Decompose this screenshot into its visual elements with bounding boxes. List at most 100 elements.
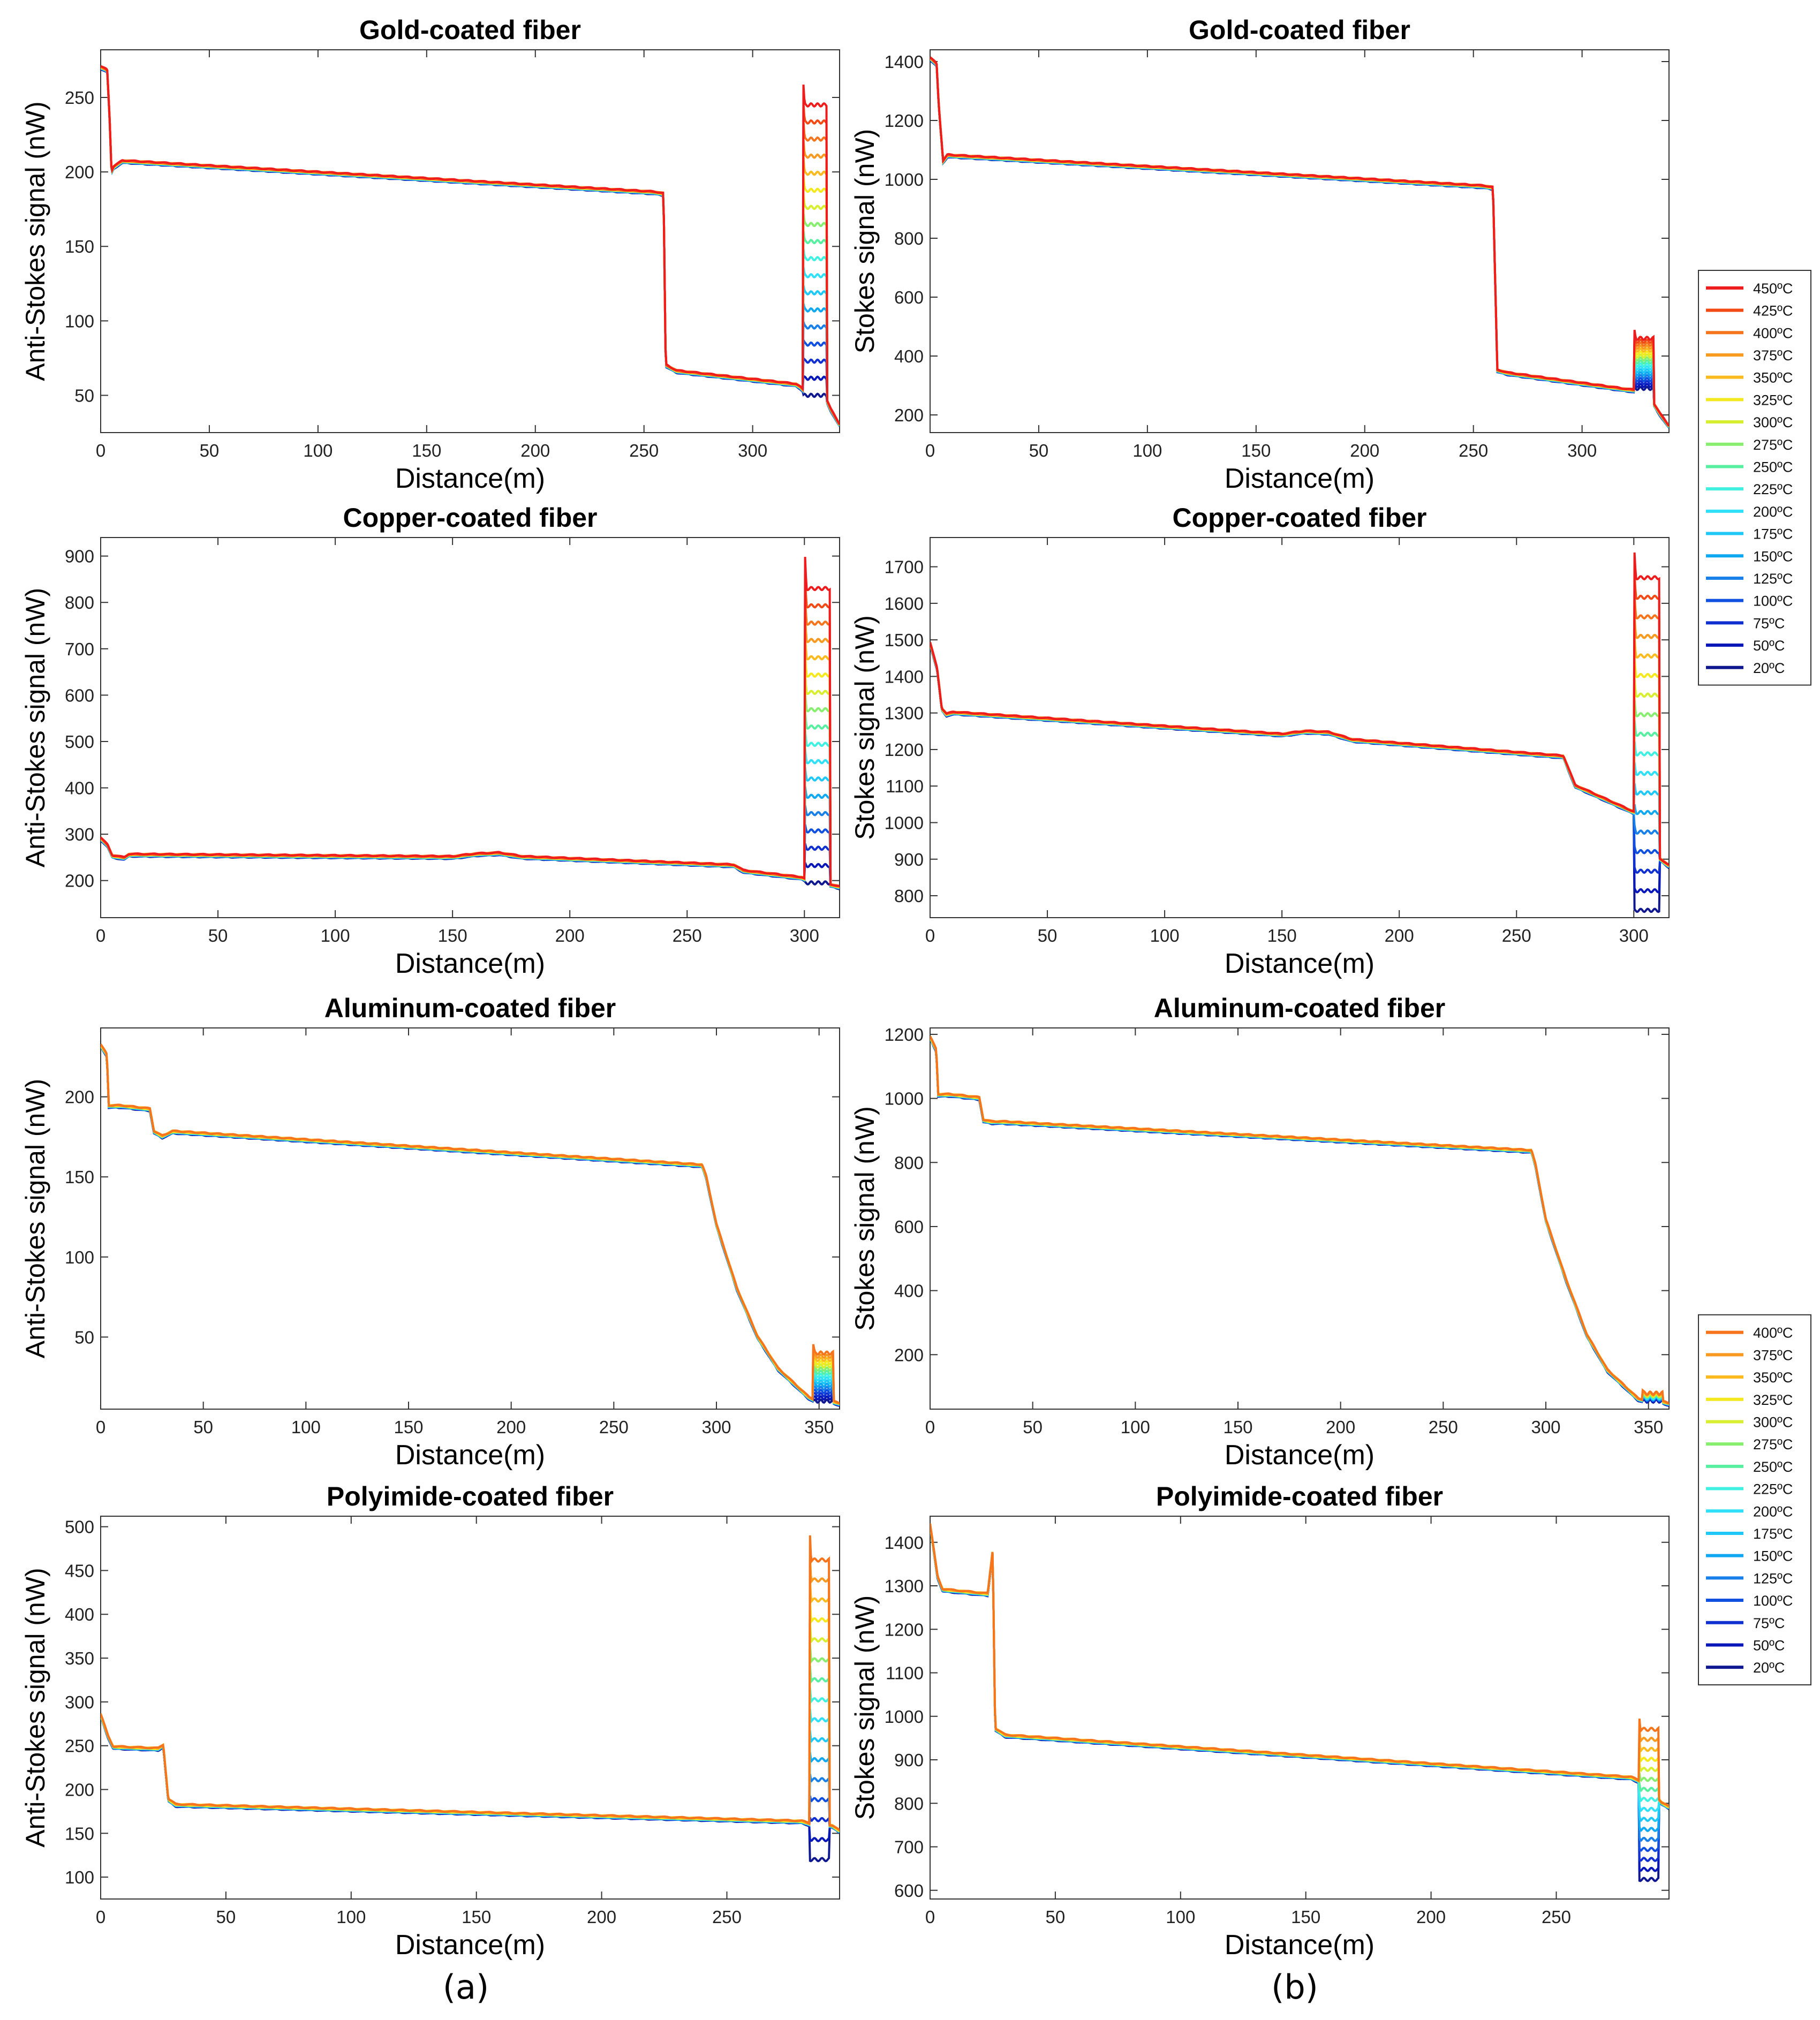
series-group	[101, 557, 840, 890]
series-line-75ºC	[101, 1045, 840, 1407]
legend-label: 300ºC	[1753, 414, 1793, 430]
series-line-375ºC	[930, 615, 1669, 867]
x-tick-label: 350	[804, 1417, 834, 1437]
legend-label: 100ºC	[1753, 593, 1793, 609]
series-line-400ºC	[101, 65, 840, 425]
x-tick-label: 100	[1121, 1417, 1150, 1437]
axes-box	[930, 537, 1670, 918]
x-tick-label: 50	[1023, 1417, 1043, 1437]
chart-title: Polyimide-coated fiber	[327, 1481, 614, 1511]
x-tick-label: 0	[925, 1417, 935, 1437]
legend-label: 20ºC	[1753, 1660, 1785, 1676]
series-group	[101, 1535, 840, 1863]
series-line-200ºC	[930, 1524, 1669, 1812]
series-line-250ºC	[101, 709, 840, 888]
chart-1: Gold-coated fiber Distance(m) Anti-Stokes …	[20, 15, 840, 494]
legend-box	[1698, 270, 1811, 686]
series-line-375ºC	[101, 66, 840, 425]
series-line-325ºC	[930, 58, 1669, 427]
x-axis-label: Distance(m)	[395, 1930, 545, 1961]
x-axis-label: Distance(m)	[395, 463, 545, 494]
legend-label: 125ºC	[1753, 1570, 1793, 1586]
series-line-20ºC	[101, 1046, 840, 1407]
x-tick-label: 200	[1416, 1907, 1446, 1927]
y-tick-label: 1400	[885, 667, 924, 686]
y-tick-label: 200	[65, 1087, 94, 1107]
series-line-425ºC	[101, 65, 840, 426]
y-tick-label: 50	[74, 1327, 94, 1347]
x-tick-label: 300	[1619, 926, 1649, 945]
x-tick-label: 0	[925, 926, 935, 945]
series-line-325ºC	[930, 1036, 1669, 1405]
legend-label: 200ºC	[1753, 504, 1793, 520]
legend-label: 350ºC	[1753, 1370, 1793, 1386]
legend-label: 275ºC	[1753, 1436, 1793, 1452]
series-line-50ºC	[930, 644, 1669, 894]
axes-box	[930, 1516, 1670, 1900]
y-tick-label: 250	[65, 1736, 94, 1756]
y-tick-label: 800	[65, 593, 94, 612]
x-tick-label: 100	[303, 441, 333, 460]
y-tick-label: 800	[894, 229, 924, 248]
y-tick-label: 150	[65, 1167, 94, 1187]
x-tick-label: 150	[1223, 1417, 1252, 1437]
chart-5: Aluminum-coated fiber Distance(m) Anti-Sto…	[20, 993, 840, 1471]
y-tick-label: 150	[65, 1824, 94, 1843]
legend-label: 225ºC	[1753, 481, 1793, 497]
y-tick-label: 1200	[885, 111, 924, 131]
series-line-425ºC	[930, 56, 1669, 427]
chart-3: Copper-coated fiber Distance(m) Anti-Stoke…	[20, 503, 840, 979]
axes-box	[930, 49, 1670, 433]
x-tick-label: 350	[1634, 1417, 1663, 1437]
series-line-50ºC	[101, 1715, 840, 1843]
series-line-375ºC	[101, 1557, 840, 1832]
series-line-375ºC	[930, 57, 1669, 426]
y-axis-label: Anti-Stokes signal (nW)	[20, 1079, 50, 1358]
x-tick-label: 0	[96, 441, 105, 460]
x-tick-label: 100	[291, 1417, 321, 1437]
y-tick-label: 300	[65, 1692, 94, 1712]
series-line-200ºC	[101, 67, 840, 426]
legend-label: 75ºC	[1753, 615, 1785, 631]
series-line-300ºC	[930, 1524, 1669, 1809]
y-tick-label: 1100	[886, 1663, 924, 1683]
series-line-225ºC	[101, 66, 840, 426]
chart-title: Copper-coated fiber	[1172, 503, 1426, 533]
series-line-175ºC	[930, 58, 1669, 428]
chart-4: Copper-coated fiber Distance(m) Stokes sig…	[850, 503, 1670, 979]
legend-label: 75ºC	[1753, 1615, 1785, 1631]
legend-label: 200ºC	[1753, 1503, 1793, 1519]
x-tick-label: 50	[200, 441, 220, 460]
legend-label: 425ºC	[1753, 303, 1793, 319]
series-line-250ºC	[930, 1037, 1669, 1405]
series-group	[930, 1035, 1669, 1407]
x-tick-label: 50	[1029, 441, 1049, 460]
x-tick-label: 300	[701, 1417, 731, 1437]
y-tick-label: 1000	[885, 1089, 924, 1109]
legend-label: 150ºC	[1753, 548, 1793, 564]
series-line-325ºC	[101, 1044, 840, 1405]
panel-label-b: (b)	[1271, 1968, 1318, 2007]
y-axis-label: Anti-Stokes signal (nW)	[20, 101, 50, 381]
series-line-200ºC	[930, 58, 1669, 427]
y-tick-label: 1200	[885, 1620, 924, 1639]
x-tick-label: 0	[925, 441, 935, 460]
x-tick-label: 250	[599, 1417, 629, 1437]
series-line-150ºC	[930, 58, 1669, 428]
series-line-275ºC	[930, 57, 1669, 428]
x-tick-label: 50	[193, 1417, 213, 1437]
series-line-300ºC	[101, 1622, 840, 1833]
x-tick-label: 250	[1502, 926, 1531, 945]
series-line-250ºC	[101, 1045, 840, 1405]
series-line-100ºC	[930, 58, 1669, 429]
axes-box	[100, 1027, 840, 1410]
x-tick-label: 200	[496, 1417, 526, 1437]
series-line-400ºC	[930, 1523, 1669, 1807]
series-line-20ºC	[101, 68, 840, 427]
y-tick-label: 500	[65, 732, 94, 752]
series-line-300ºC	[930, 57, 1669, 428]
y-tick-label: 800	[894, 1153, 924, 1172]
legend-label: 350ºC	[1753, 370, 1793, 386]
x-tick-label: 150	[462, 1907, 491, 1927]
